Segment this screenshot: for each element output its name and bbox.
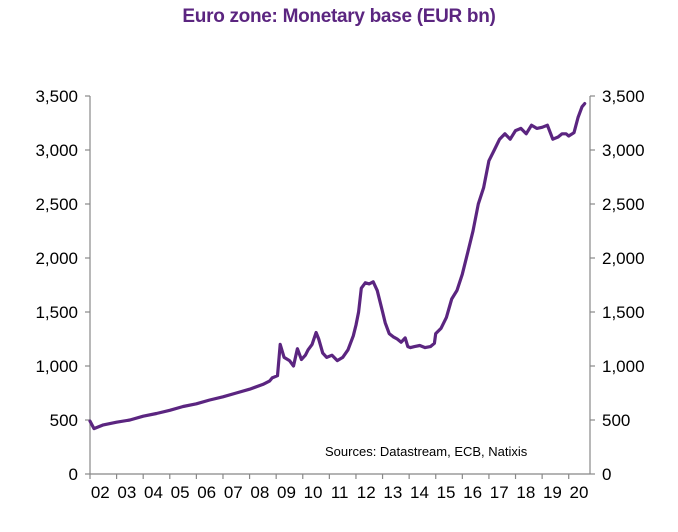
y-tick-label-left: 2,500 (35, 195, 78, 214)
y-tick-label-right: 1,000 (602, 357, 645, 376)
y-tick-label-right: 2,500 (602, 195, 645, 214)
x-tick-label: 15 (437, 483, 456, 502)
x-tick-label: 14 (410, 483, 429, 502)
y-tick-label-left: 3,500 (35, 87, 78, 106)
x-tick-label: 09 (277, 483, 296, 502)
series-line (88, 102, 587, 431)
y-tick-label-left: 0 (69, 465, 78, 484)
x-tick-label: 06 (197, 483, 216, 502)
x-tick-label: 08 (250, 483, 269, 502)
y-tick-label-right: 3,500 (602, 87, 645, 106)
x-tick-label: 05 (171, 483, 190, 502)
y-tick-label-left: 1,500 (35, 303, 78, 322)
y-tick-label-right: 500 (602, 411, 630, 430)
x-tick-label: 02 (91, 483, 110, 502)
x-tick-label: 11 (331, 483, 349, 502)
x-tick-label: 10 (304, 483, 323, 502)
x-tick-label: 18 (516, 483, 535, 502)
x-tick-label: 04 (144, 483, 163, 502)
y-tick-label-right: 1,500 (602, 303, 645, 322)
x-tick-label: 19 (543, 483, 562, 502)
y-tick-label-right: 2,000 (602, 249, 645, 268)
x-tick-label: 12 (357, 483, 376, 502)
x-tick-label: 07 (224, 483, 243, 502)
x-tick-label: 17 (490, 483, 509, 502)
y-tick-label-left: 3,000 (35, 141, 78, 160)
y-tick-label-right: 0 (602, 465, 611, 484)
chart-title: Euro zone: Monetary base (EUR bn) (182, 6, 496, 27)
x-tick-label: 03 (117, 483, 136, 502)
x-tick-label: 20 (570, 483, 589, 502)
y-tick-label-right: 3,000 (602, 141, 645, 160)
y-tick-label-left: 2,000 (35, 249, 78, 268)
source-annotation: Sources: Datastream, ECB, Natixis (325, 444, 528, 459)
y-tick-label-left: 1,000 (35, 357, 78, 376)
y-tick-label-left: 500 (50, 411, 78, 430)
x-tick-label: 13 (383, 483, 402, 502)
x-tick-label: 16 (463, 483, 482, 502)
